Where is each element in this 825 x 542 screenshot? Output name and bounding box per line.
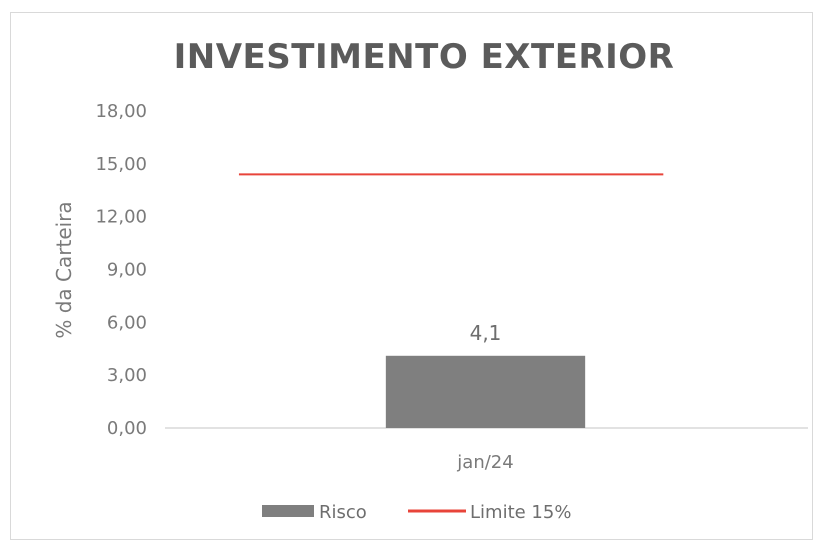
y-axis-label: % da Carteira: [52, 201, 76, 338]
chart-title: INVESTIMENTO EXTERIOR: [174, 37, 675, 77]
y-tick-label: 0,00: [107, 418, 147, 439]
y-tick-label: 12,00: [95, 207, 147, 228]
chart-frame: [10, 12, 813, 540]
legend-swatch-risco: [262, 505, 314, 517]
bar-series: 4,1: [385, 321, 586, 428]
legend: Risco Limite 15%: [262, 502, 571, 523]
x-tick-label: jan/24: [456, 452, 513, 473]
bar-risco: [385, 355, 586, 428]
y-tick-label: 18,00: [95, 101, 147, 122]
data-label: 4,1: [470, 321, 502, 345]
y-axis-ticks: 18,00 15,00 12,00 9,00 6,00 3,00 0,00: [95, 101, 147, 439]
y-tick-label: 15,00: [95, 154, 147, 175]
y-tick-label: 9,00: [107, 260, 147, 281]
y-tick-label: 6,00: [107, 312, 147, 333]
legend-label-risco: Risco: [319, 502, 367, 523]
legend-label-limite: Limite 15%: [470, 502, 571, 523]
y-tick-label: 3,00: [107, 365, 147, 386]
x-axis-ticks: jan/24: [456, 452, 513, 473]
